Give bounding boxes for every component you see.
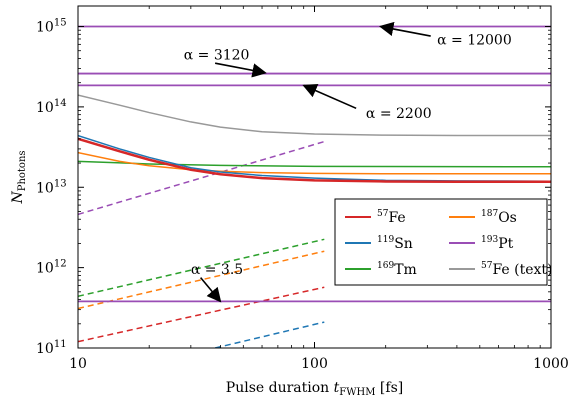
legend: 57Fe 187Os 119Sn 193Pt 169Tm 57Fe (text) [334, 198, 553, 286]
y-tick-label: 1014 [36, 98, 67, 116]
legend-label: 57Fe [377, 209, 406, 226]
series-line-57fe [78, 137, 551, 184]
series-lines [78, 25, 551, 348]
legend-label: 119Sn [377, 235, 413, 252]
legend-label: 169Tm [377, 261, 417, 278]
annotation-label: α = 3.5 [191, 262, 243, 278]
y-axis-label: NPhotons [10, 150, 28, 204]
series-line-169tm-dashed [78, 238, 325, 298]
annotation-arrow [200, 277, 222, 303]
x-tick-label: 10 [69, 356, 87, 372]
axes [77, 5, 552, 349]
annotation-label: α = 2200 [366, 106, 432, 122]
x-axis-label: Pulse duration tFWHM [fs] [226, 380, 403, 398]
series-line-57fe-dashed [78, 286, 325, 343]
series-line-57fe-text- [78, 94, 551, 137]
series-line-193pt-dashed [78, 140, 325, 216]
series-line-119sn-dashed [214, 321, 325, 348]
y-tick-label: 1011 [36, 339, 67, 357]
annotations: α = 12000 α = 3120 α = 2200 α = 3.5 [184, 21, 512, 303]
annotation-arrow [302, 83, 357, 110]
y-tick-label: 1012 [36, 259, 67, 277]
legend-label: 187Os [481, 209, 517, 226]
y-tick-label: 1013 [36, 178, 67, 196]
annotation-arrow [379, 21, 431, 37]
annotation-label: α = 3120 [184, 47, 250, 63]
annotation-label: α = 12000 [437, 32, 512, 48]
axis-labels: 10 100 1000 1011 1012 1013 1014 1015 Pulse durat… [10, 18, 569, 398]
series-line-187os-dashed [78, 250, 325, 310]
series-line-187os [78, 151, 551, 175]
x-tick-label: 1000 [533, 356, 569, 372]
legend-label: 57Fe (text) [481, 261, 553, 278]
y-axis-label-group: NPhotons [10, 150, 28, 204]
annotation-arrow [214, 62, 267, 78]
y-tick-label: 1015 [36, 18, 67, 36]
legend-label: 193Pt [481, 235, 514, 252]
plot-frame [77, 5, 552, 349]
x-tick-label: 100 [301, 356, 328, 372]
